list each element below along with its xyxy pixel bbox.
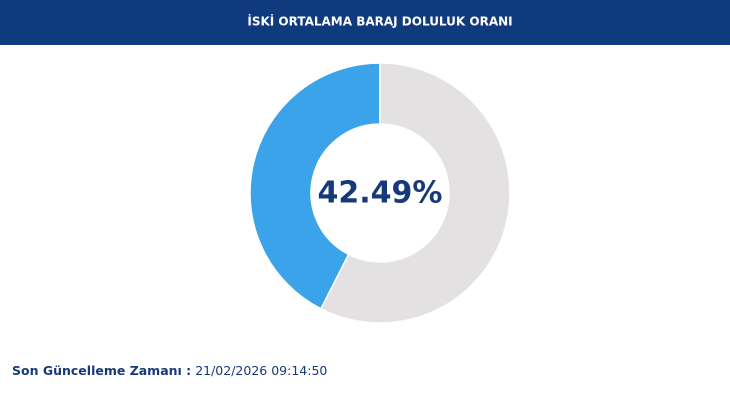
chart-title: İSKİ ORTALAMA BARAJ DOLULUK ORANI: [247, 14, 512, 29]
footer: Son Güncelleme Zamanı : 21/02/2026 09:14:…: [12, 363, 327, 378]
donut-segment: [319, 62, 511, 324]
footer-label: Son Güncelleme Zamanı :: [12, 363, 191, 378]
center-value-label: 42.49%: [318, 176, 443, 211]
donut-segment: [249, 62, 381, 310]
header-bar: [0, 0, 730, 45]
footer-time: 21/02/2026 09:14:50: [195, 363, 327, 378]
